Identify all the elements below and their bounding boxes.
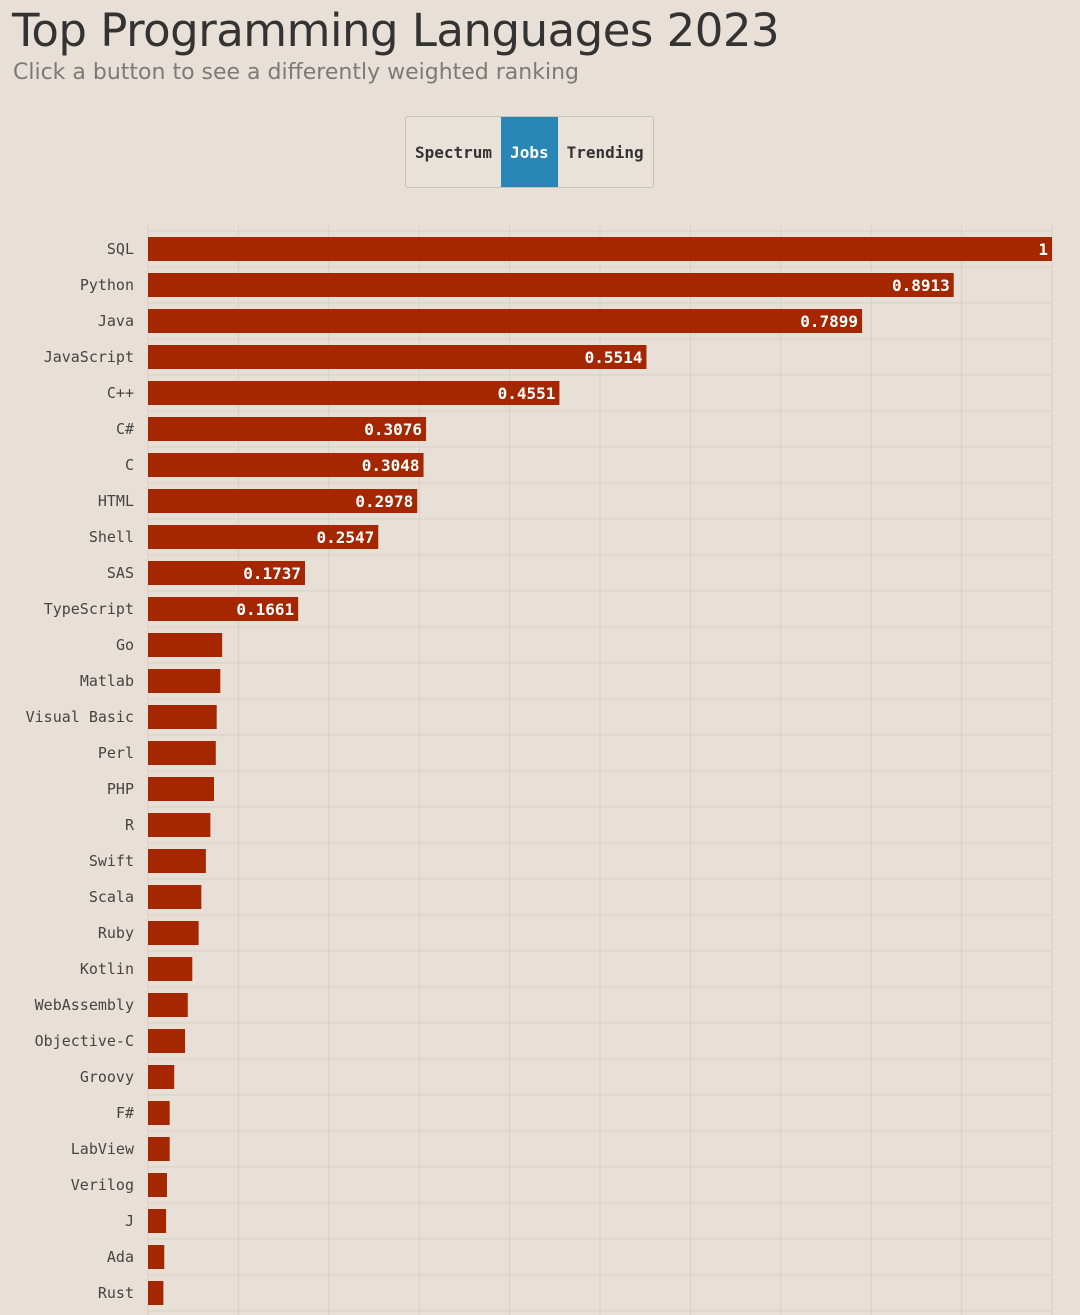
category-label: Java xyxy=(98,312,134,330)
bar[interactable] xyxy=(148,237,1052,261)
category-label: C# xyxy=(116,420,134,438)
bar[interactable] xyxy=(148,1209,167,1233)
category-label: TypeScript xyxy=(44,600,134,618)
bar[interactable] xyxy=(148,1029,186,1053)
category-label: Shell xyxy=(89,528,134,546)
bar[interactable] xyxy=(148,381,560,405)
category-label: Go xyxy=(116,636,134,654)
category-label: Verilog xyxy=(71,1176,134,1194)
bar[interactable] xyxy=(148,777,214,801)
bar[interactable] xyxy=(148,1173,167,1197)
category-label: WebAssembly xyxy=(35,996,134,1014)
value-label: 1 xyxy=(1038,240,1048,259)
category-label: Perl xyxy=(98,744,134,762)
bar[interactable] xyxy=(148,849,206,873)
value-label: 0.5514 xyxy=(585,348,643,367)
category-label: JavaScript xyxy=(44,348,134,366)
value-label: 0.8913 xyxy=(892,276,950,295)
value-label: 0.3076 xyxy=(364,420,422,439)
bar[interactable] xyxy=(148,561,306,585)
ranking-button-group: Spectrum Jobs Trending xyxy=(405,116,654,188)
bar[interactable] xyxy=(148,741,216,765)
bar[interactable] xyxy=(148,993,188,1017)
category-label: HTML xyxy=(98,492,134,510)
value-label: 0.2978 xyxy=(355,492,413,511)
category-label: Kotlin xyxy=(80,960,134,978)
bar[interactable] xyxy=(148,705,217,729)
category-label: Ada xyxy=(107,1248,134,1266)
category-label: J xyxy=(125,1212,134,1230)
category-label: PHP xyxy=(107,780,134,798)
value-label: 0.3048 xyxy=(362,456,420,475)
category-label: Visual Basic xyxy=(26,708,134,726)
bar[interactable] xyxy=(148,633,223,657)
bar[interactable] xyxy=(148,1137,170,1161)
bar[interactable] xyxy=(148,273,954,297)
bar[interactable] xyxy=(148,597,299,621)
category-label: Objective-C xyxy=(35,1032,134,1050)
category-label: SQL xyxy=(107,240,134,258)
bar[interactable] xyxy=(148,1101,170,1125)
bar[interactable] xyxy=(148,417,427,441)
spectrum-button[interactable]: Spectrum xyxy=(406,117,501,187)
category-label: C xyxy=(125,456,134,474)
bar[interactable] xyxy=(148,885,202,909)
bar[interactable] xyxy=(148,669,221,693)
value-label: 0.2547 xyxy=(316,528,374,547)
category-label: C++ xyxy=(107,384,134,402)
category-label: Rust xyxy=(98,1284,134,1302)
bar[interactable] xyxy=(148,309,863,333)
category-label: Python xyxy=(80,276,134,294)
value-label: 0.1661 xyxy=(236,600,294,619)
category-label: Groovy xyxy=(80,1068,134,1086)
category-label: F# xyxy=(116,1104,134,1122)
bar[interactable] xyxy=(148,1281,164,1305)
bar[interactable] xyxy=(148,1245,165,1269)
bar[interactable] xyxy=(148,345,647,369)
value-label: 0.1737 xyxy=(243,564,301,583)
category-label: Swift xyxy=(89,852,134,870)
category-label: Scala xyxy=(89,888,134,906)
page-subtitle: Click a button to see a differently weig… xyxy=(13,60,579,85)
category-label: LabView xyxy=(71,1140,135,1158)
value-label: 0.4551 xyxy=(498,384,556,403)
category-label: Ruby xyxy=(98,924,134,942)
bar[interactable] xyxy=(148,921,199,945)
bar[interactable] xyxy=(148,813,211,837)
trending-button[interactable]: Trending xyxy=(558,117,653,187)
bar[interactable] xyxy=(148,453,424,477)
bar[interactable] xyxy=(148,1065,175,1089)
category-label: R xyxy=(125,816,135,834)
value-label: 0.7899 xyxy=(800,312,858,331)
bar[interactable] xyxy=(148,525,379,549)
category-label: SAS xyxy=(107,564,134,582)
category-label: Matlab xyxy=(80,672,134,690)
page-title: Top Programming Languages 2023 xyxy=(12,4,780,57)
jobs-button[interactable]: Jobs xyxy=(501,117,558,187)
bar[interactable] xyxy=(148,489,418,513)
bar[interactable] xyxy=(148,957,193,981)
